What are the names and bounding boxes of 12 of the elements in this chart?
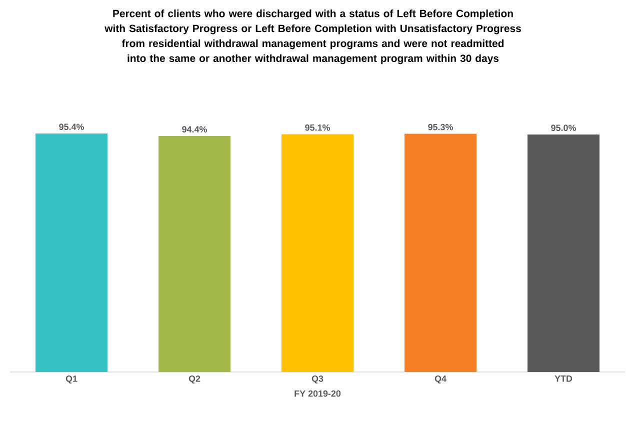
x-tick-label: Q2 — [188, 376, 200, 384]
data-label: 94.4% — [182, 126, 207, 133]
x-tick-label: Q1 — [66, 376, 78, 384]
data-label: 95.3% — [428, 124, 453, 130]
chart-title: Percent of clients who were discharged with a status of Left Before Completion with Satisfactory Progress or Left Before Completion with Unsatisfactory Progress from residential withdrawal management programs and were not readmitted into the same or another withdrawal management program within 30 days — [104, 10, 521, 64]
data-label: 95.4% — [59, 124, 84, 130]
x-tick-label: Q3 — [312, 376, 324, 384]
data-label: 95.0% — [551, 124, 576, 132]
x-tick-label: YTD — [554, 376, 572, 382]
data-label: 95.1% — [305, 124, 330, 131]
x-tick-label: Q4 — [434, 376, 446, 384]
x-axis-title: FY 2019-20 — [294, 390, 341, 397]
